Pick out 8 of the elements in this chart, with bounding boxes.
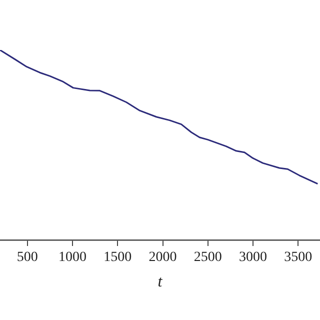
x-tick-label: 1500: [104, 250, 132, 266]
x-tick-label: 3000: [238, 250, 267, 266]
x-tick-label: 2000: [148, 250, 177, 266]
x-tick-label: 500: [16, 250, 38, 266]
x-axis-title: t: [158, 274, 163, 291]
x-tick-label: 1000: [58, 250, 87, 266]
x-tick-label: 3500: [284, 250, 312, 266]
x-tick-label: 2500: [194, 250, 222, 266]
